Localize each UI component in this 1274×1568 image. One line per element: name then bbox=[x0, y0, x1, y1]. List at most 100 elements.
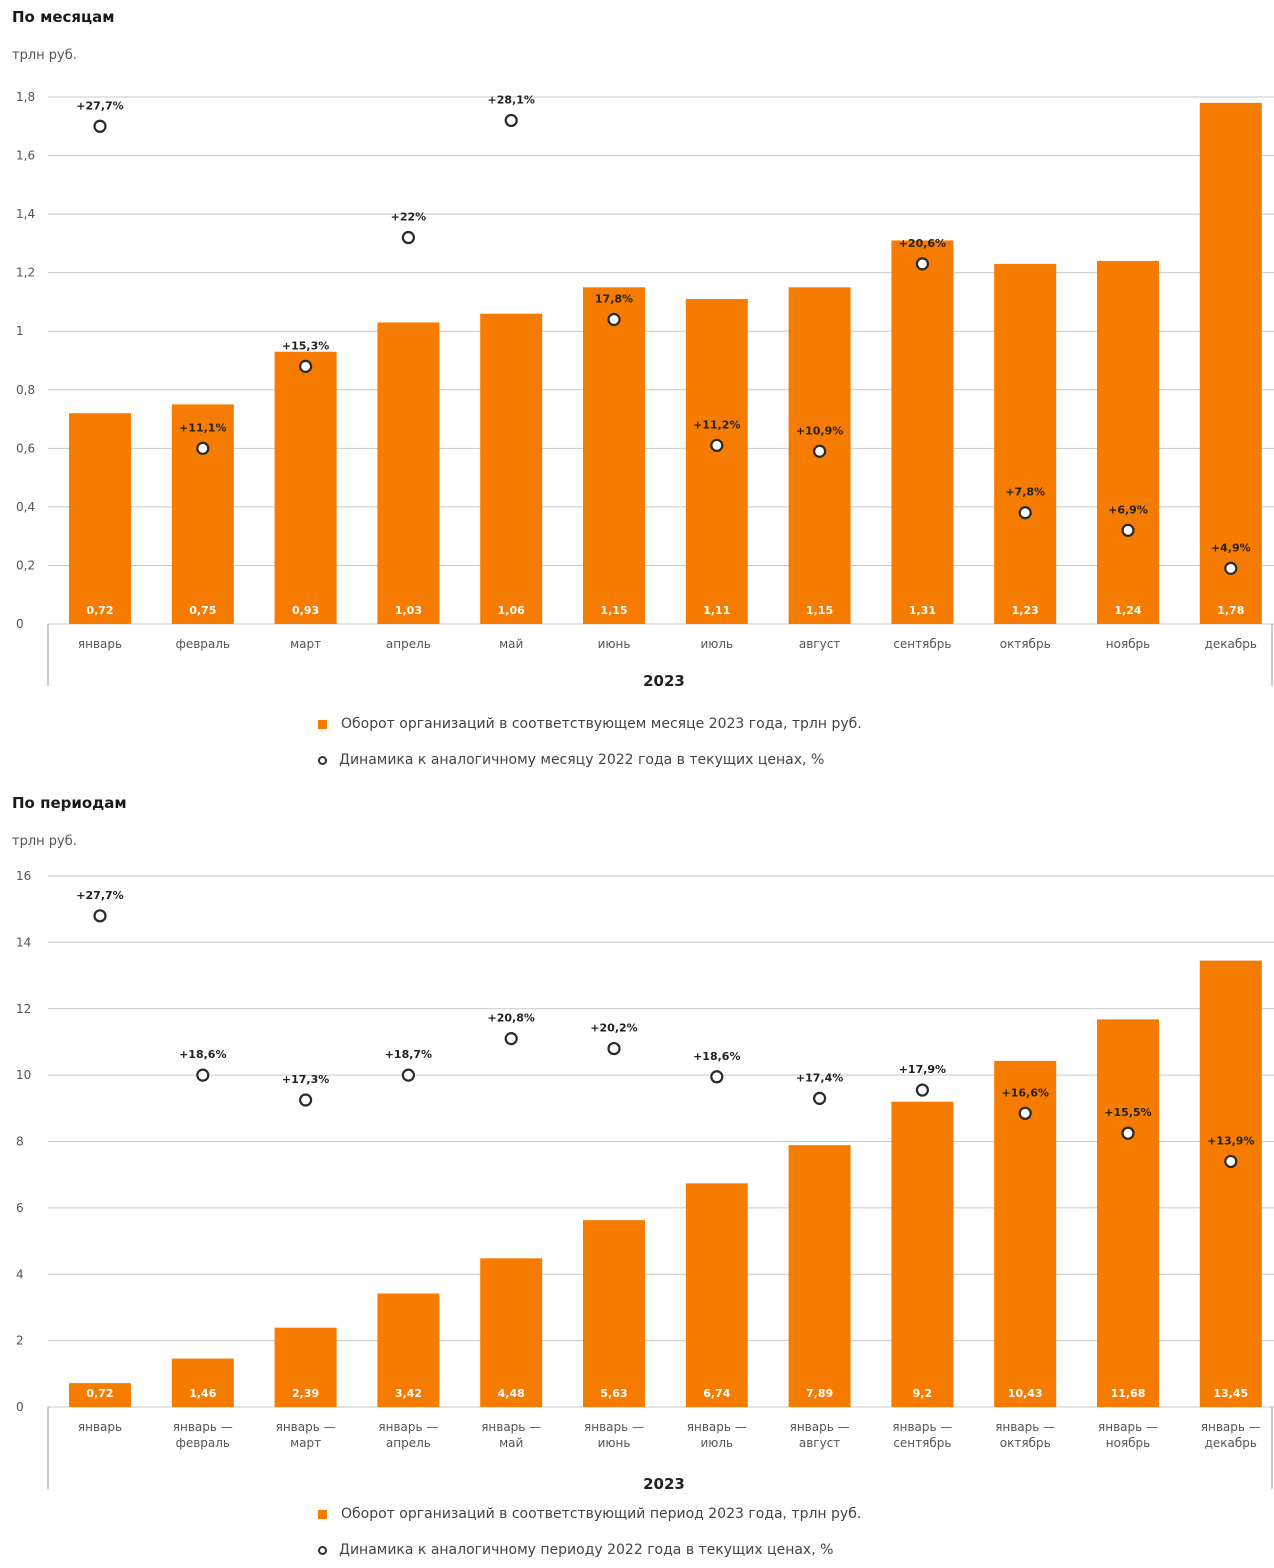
x-tick-label: январь bbox=[78, 637, 122, 651]
legend-marker-label: Динамика к аналогичному периоду 2022 год… bbox=[339, 1542, 834, 1558]
bar-value-label: 10,43 bbox=[1008, 1387, 1043, 1400]
change-label: +11,2% bbox=[693, 418, 740, 431]
y-tick-label: 1,6 bbox=[16, 149, 35, 163]
bar-value-label: 2,39 bbox=[292, 1387, 319, 1400]
legend-marker-swatch bbox=[318, 1545, 327, 1555]
change-marker bbox=[401, 1068, 415, 1082]
y-tick-label: 2 bbox=[16, 1334, 24, 1348]
x-tick-label: октябрь bbox=[1000, 637, 1051, 651]
x-tick-label: май bbox=[499, 637, 523, 651]
y-tick-label: 0,8 bbox=[16, 383, 35, 397]
bar bbox=[480, 313, 543, 624]
bar bbox=[788, 1145, 851, 1407]
bar bbox=[891, 1101, 954, 1407]
bar bbox=[583, 1220, 645, 1407]
bar bbox=[583, 287, 645, 624]
change-marker bbox=[812, 1091, 827, 1105]
bar-value-label: 11,68 bbox=[1111, 1387, 1146, 1400]
change-marker bbox=[401, 230, 415, 245]
x-tick-label: март bbox=[290, 637, 321, 651]
legend-item-bars: Оборот организаций в соответствующий пер… bbox=[318, 1496, 861, 1532]
y-tick-label: 0 bbox=[16, 617, 24, 631]
y-tick-label: 8 bbox=[16, 1135, 24, 1149]
change-label: +6,9% bbox=[1108, 503, 1148, 516]
chart-title: По периодам bbox=[12, 794, 127, 812]
x-tick-label: январь — bbox=[687, 1420, 747, 1434]
change-marker bbox=[607, 312, 621, 327]
monthly-legend: Оборот организаций в соответствующем мес… bbox=[318, 706, 862, 778]
x-tick-label: январь bbox=[78, 1420, 122, 1434]
legend-bar-swatch bbox=[318, 719, 327, 729]
x-tick-label: июль bbox=[700, 637, 733, 651]
y-tick-label: 0,6 bbox=[16, 441, 35, 455]
change-marker bbox=[93, 909, 107, 923]
x-tick-label: январь — bbox=[276, 1420, 336, 1434]
x-tick-label: сентябрь bbox=[893, 637, 951, 651]
x-tick-label: январь — bbox=[584, 1420, 644, 1434]
change-label: +17,4% bbox=[796, 1071, 843, 1084]
change-marker bbox=[196, 1068, 210, 1082]
change-marker bbox=[607, 1041, 621, 1056]
change-label: +20,2% bbox=[590, 1022, 637, 1035]
x-tick-label: январь — bbox=[481, 1420, 541, 1434]
period-chart: По периодам трлн руб. 0 2 4 6 8 10 12 14 16 0,72 я… bbox=[0, 786, 1274, 1568]
change-marker bbox=[504, 113, 518, 128]
legend-item-bars: Оборот организаций в соответствующем мес… bbox=[318, 706, 862, 742]
bar bbox=[994, 263, 1057, 624]
change-label: +4,9% bbox=[1211, 541, 1251, 554]
x-tick-label: май bbox=[499, 1436, 523, 1450]
y-tick-label: 4 bbox=[16, 1267, 24, 1281]
change-marker bbox=[915, 1083, 930, 1097]
y-tick-label: 1,2 bbox=[16, 266, 35, 280]
change-marker bbox=[1018, 1106, 1032, 1120]
bar-value-label: 13,45 bbox=[1213, 1387, 1248, 1400]
change-label: +7,8% bbox=[1005, 486, 1045, 499]
bar bbox=[1199, 102, 1262, 625]
y-tick-label: 14 bbox=[16, 935, 31, 949]
bar-value-label: 0,72 bbox=[86, 604, 113, 617]
bar bbox=[377, 1293, 440, 1407]
bar bbox=[1199, 960, 1262, 1407]
change-marker bbox=[1224, 561, 1238, 575]
change-label: +20,8% bbox=[488, 1012, 535, 1025]
y-tick-label: 12 bbox=[16, 1002, 31, 1016]
change-label: +15,5% bbox=[1104, 1106, 1151, 1119]
change-marker bbox=[1121, 523, 1135, 537]
x-tick-label: август bbox=[799, 1436, 840, 1450]
change-marker bbox=[1018, 506, 1032, 520]
bar bbox=[1097, 1019, 1159, 1407]
bar bbox=[69, 413, 131, 624]
y-tick-label: 6 bbox=[16, 1201, 24, 1215]
bar-value-label: 0,93 bbox=[292, 604, 319, 617]
change-label: +22% bbox=[391, 211, 427, 224]
legend-item-markers: Динамика к аналогичному месяцу 2022 года… bbox=[318, 742, 862, 778]
x-tick-label: июль bbox=[700, 1436, 733, 1450]
change-label: +17,9% bbox=[899, 1063, 946, 1076]
bar-value-label: 6,74 bbox=[703, 1387, 730, 1400]
bar-value-label: 1,24 bbox=[1114, 604, 1141, 617]
x-tick-label: февраль bbox=[176, 637, 230, 651]
bar-value-label: 1,23 bbox=[1012, 604, 1039, 617]
x-tick-label: ноябрь bbox=[1106, 1436, 1151, 1450]
y-tick-label: 1,8 bbox=[16, 90, 35, 104]
x-tick-label: январь — bbox=[1201, 1420, 1261, 1434]
x-tick-label: апрель bbox=[386, 637, 431, 651]
bar bbox=[891, 240, 954, 624]
bar-value-label: 5,63 bbox=[600, 1387, 627, 1400]
bar bbox=[1097, 260, 1159, 624]
x-tick-label: март bbox=[290, 1436, 321, 1450]
change-marker bbox=[812, 444, 827, 458]
bar-value-label: 1,03 bbox=[395, 604, 422, 617]
change-marker bbox=[299, 359, 313, 373]
bar-value-label: 1,46 bbox=[189, 1387, 216, 1400]
change-label: 17,8% bbox=[595, 293, 633, 306]
bar-value-label: 1,78 bbox=[1217, 604, 1244, 617]
x-tick-label: декабрь bbox=[1205, 1436, 1257, 1450]
bar bbox=[69, 1383, 131, 1407]
bar-value-label: 1,15 bbox=[600, 604, 627, 617]
bar-value-label: 1,15 bbox=[806, 604, 833, 617]
legend-bar-swatch bbox=[318, 1509, 327, 1519]
chart-title: По месяцам bbox=[12, 8, 115, 26]
y-tick-label: 16 bbox=[16, 869, 31, 883]
bar-value-label: 0,72 bbox=[86, 1387, 113, 1400]
